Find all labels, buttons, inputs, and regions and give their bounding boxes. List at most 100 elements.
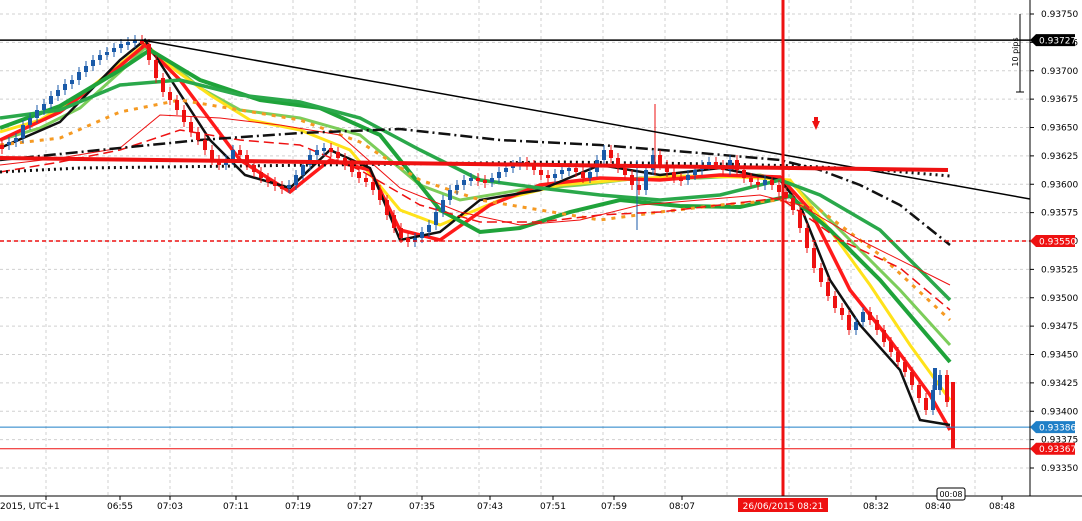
candle-body <box>427 225 431 232</box>
price-tag-label: 0.93550 <box>1039 238 1076 248</box>
candle-body <box>469 178 473 181</box>
candle-body <box>742 170 746 178</box>
candle-body <box>910 372 914 385</box>
candle-body <box>196 132 200 140</box>
y-tick-label: 0.93575 <box>1041 209 1078 219</box>
candle-body <box>98 55 102 60</box>
candle-body <box>49 96 53 104</box>
candle-body <box>833 296 837 308</box>
candle-body <box>707 162 711 165</box>
candle-body <box>945 375 949 402</box>
candle-body <box>91 60 95 66</box>
sell-arrow-stem <box>814 117 818 122</box>
candle-body <box>931 390 935 410</box>
candle-body <box>896 352 900 362</box>
candle-body <box>532 165 536 170</box>
time-axis: 2015, UTC+1 06:55 07:03 07:11 07:19 07:27 07:3… <box>0 495 1082 512</box>
candle-body <box>287 185 291 188</box>
price-tag-label: 0.93727 <box>1039 37 1076 47</box>
candle-body <box>749 178 753 182</box>
candle-body <box>868 312 872 320</box>
candle-body <box>882 330 886 342</box>
candle-body <box>504 168 508 172</box>
candle-body <box>728 160 732 170</box>
x-tick-label: 07:43 <box>477 502 503 512</box>
candle-body <box>28 118 32 125</box>
candle-body <box>140 40 144 44</box>
candle-body <box>777 185 781 192</box>
candle-body <box>210 150 214 160</box>
candle-body <box>602 150 606 160</box>
candle-body <box>63 84 67 90</box>
candle-body <box>448 190 452 200</box>
candle-body <box>0 145 4 149</box>
candle-body <box>301 165 305 175</box>
candle-body <box>84 66 88 72</box>
candle-body <box>385 200 389 215</box>
candle-body <box>812 248 816 268</box>
candle-body <box>917 385 921 398</box>
y-tick-label: 0.93525 <box>1041 265 1078 275</box>
ma-red-dashed <box>0 129 951 311</box>
candle-body <box>770 180 774 185</box>
drawn-objects[interactable]: 10 pips <box>0 0 1031 496</box>
candle-body <box>854 322 858 330</box>
candle-body <box>490 178 494 182</box>
candle-body <box>553 174 557 178</box>
candle-body <box>182 110 186 122</box>
candle-body <box>861 312 865 322</box>
candle-body <box>441 200 445 212</box>
trend-line <box>141 39 1031 200</box>
candle-body <box>35 110 39 118</box>
candle-body <box>238 150 242 155</box>
price-tag-label: 0.93367 <box>1039 445 1076 455</box>
ma-red <box>0 42 952 431</box>
candle-body <box>756 182 760 185</box>
cursor-date-label: 26/06/2015 08:21 <box>743 502 824 512</box>
candle-body <box>630 175 634 185</box>
candle-body <box>455 185 459 190</box>
candle-body <box>133 40 137 43</box>
candle-body <box>574 168 578 172</box>
candle-body <box>609 150 613 158</box>
candle-body <box>889 342 893 352</box>
y-tick-label: 0.93350 <box>1041 464 1078 474</box>
candle-body <box>161 78 165 92</box>
candle-body <box>231 150 235 160</box>
candle-body <box>42 104 46 110</box>
candle-body <box>420 232 424 238</box>
y-tick-label: 0.93625 <box>1041 152 1078 162</box>
candle-body <box>924 398 928 410</box>
pips-label: 10 pips <box>1011 37 1020 66</box>
candle-body <box>693 170 697 175</box>
candle-body <box>637 185 641 190</box>
candle-body <box>546 175 550 178</box>
candle-body <box>763 180 767 185</box>
candle-body <box>588 172 592 178</box>
candlesticks <box>0 35 955 448</box>
price-tag: 0.93550 <box>1030 235 1076 248</box>
candle-body <box>378 190 382 200</box>
price-tag: 0.93727 <box>1030 34 1076 47</box>
candle-body <box>623 168 627 175</box>
candle-body <box>189 122 193 132</box>
candle-body <box>476 178 480 181</box>
candle-body <box>497 172 501 178</box>
candle-body <box>350 165 354 172</box>
y-tick-label: 0.93650 <box>1041 124 1078 134</box>
x-tick-label: 2015, UTC+1 <box>0 502 60 512</box>
candle-body <box>951 382 955 448</box>
candle-body <box>735 160 739 170</box>
candle-body <box>119 44 123 48</box>
candle-body <box>933 368 937 390</box>
price-tag-box <box>1030 442 1075 455</box>
price-tags: 0.93727 0.93550 0.93386 0.93367 26/06/2015 0… <box>738 34 1076 512</box>
candle-body <box>511 165 515 168</box>
candle-body <box>21 125 25 138</box>
candle-body <box>903 362 907 372</box>
candle-body <box>798 210 802 228</box>
candle-body <box>280 186 284 189</box>
candle-body <box>539 170 543 175</box>
